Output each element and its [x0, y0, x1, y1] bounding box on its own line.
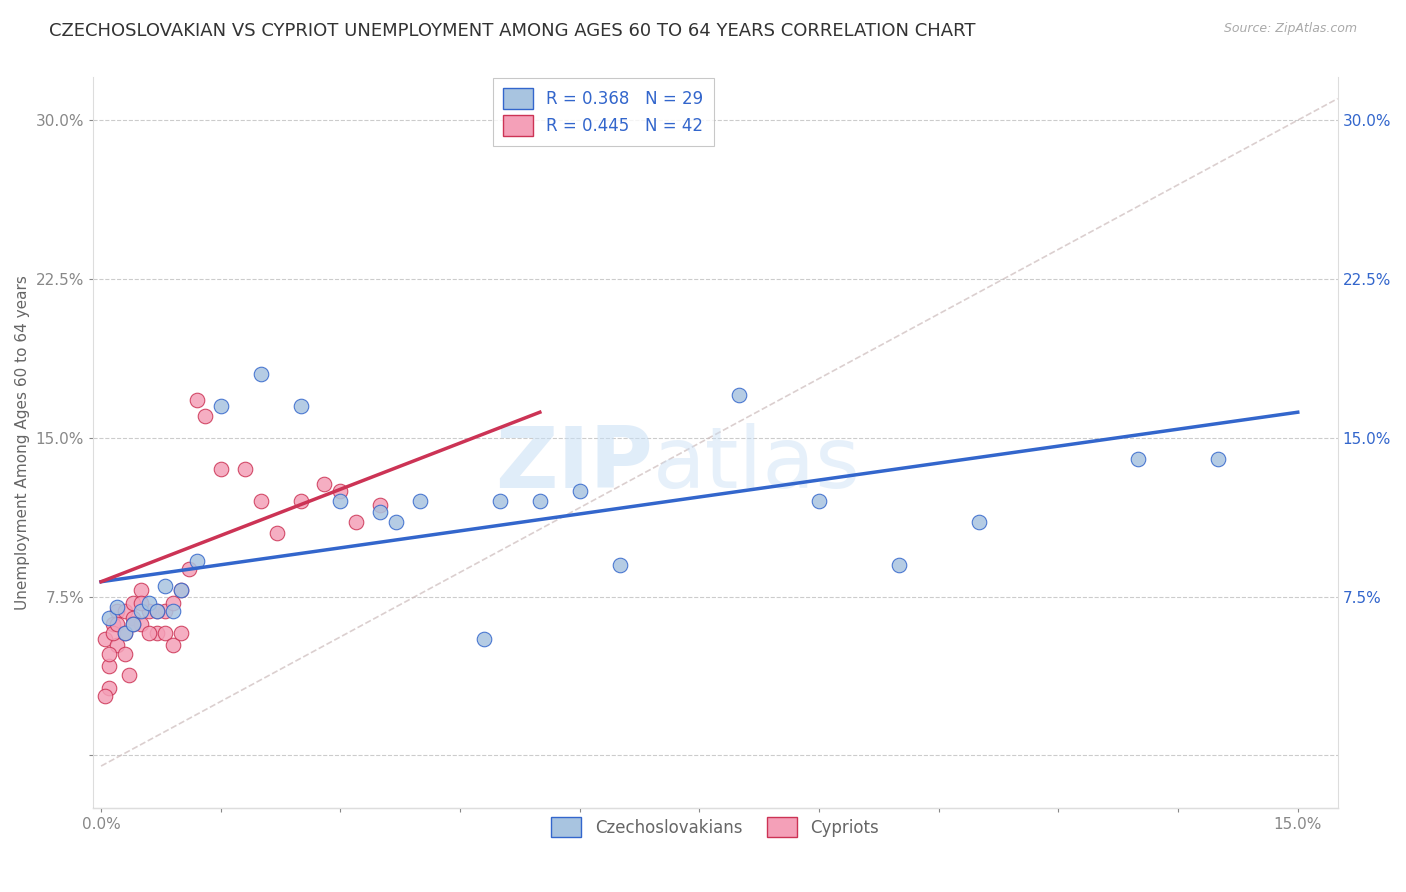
Point	[368, 499, 391, 513]
Point	[568, 483, 591, 498]
Point	[146, 625, 169, 640]
Point	[105, 600, 128, 615]
Point	[146, 604, 169, 618]
Point	[529, 494, 551, 508]
Y-axis label: Unemployment Among Ages 60 to 64 years: Unemployment Among Ages 60 to 64 years	[15, 276, 30, 610]
Point	[138, 625, 160, 640]
Point	[290, 494, 312, 508]
Point	[162, 604, 184, 618]
Point	[609, 558, 631, 572]
Point	[122, 611, 145, 625]
Point	[186, 553, 208, 567]
Point	[105, 604, 128, 618]
Point	[153, 625, 176, 640]
Point	[101, 625, 124, 640]
Point	[105, 617, 128, 632]
Point	[329, 483, 352, 498]
Point	[808, 494, 831, 508]
Point	[114, 647, 136, 661]
Point	[329, 494, 352, 508]
Point	[153, 604, 176, 618]
Point	[129, 604, 152, 618]
Point	[385, 516, 408, 530]
Point	[887, 558, 910, 572]
Point	[314, 477, 336, 491]
Point	[114, 604, 136, 618]
Point	[98, 659, 121, 673]
Legend: Czechoslovakians, Cypriots: Czechoslovakians, Cypriots	[544, 810, 886, 844]
Point	[146, 604, 169, 618]
Point	[1128, 451, 1150, 466]
Point	[209, 462, 232, 476]
Text: CZECHOSLOVAKIAN VS CYPRIOT UNEMPLOYMENT AMONG AGES 60 TO 64 YEARS CORRELATION CH: CZECHOSLOVAKIAN VS CYPRIOT UNEMPLOYMENT …	[49, 22, 976, 40]
Point	[98, 681, 121, 695]
Point	[98, 611, 121, 625]
Point	[194, 409, 217, 424]
Point	[138, 596, 160, 610]
Point	[162, 596, 184, 610]
Point	[290, 399, 312, 413]
Point	[344, 516, 367, 530]
Point	[209, 399, 232, 413]
Point	[114, 625, 136, 640]
Point	[1206, 451, 1229, 466]
Point	[129, 583, 152, 598]
Point	[129, 617, 152, 632]
Point	[233, 462, 256, 476]
Point	[177, 562, 200, 576]
Point	[114, 625, 136, 640]
Text: ZIP: ZIP	[495, 424, 654, 507]
Text: Source: ZipAtlas.com: Source: ZipAtlas.com	[1223, 22, 1357, 36]
Point	[170, 625, 193, 640]
Point	[122, 617, 145, 632]
Point	[170, 583, 193, 598]
Point	[266, 526, 288, 541]
Point	[489, 494, 512, 508]
Point	[249, 367, 271, 381]
Text: atlas: atlas	[654, 424, 860, 507]
Point	[105, 638, 128, 652]
Point	[118, 668, 141, 682]
Point	[967, 516, 990, 530]
Point	[98, 647, 121, 661]
Point	[368, 505, 391, 519]
Point	[129, 596, 152, 610]
Point	[249, 494, 271, 508]
Point	[472, 632, 495, 646]
Point	[728, 388, 751, 402]
Point	[409, 494, 432, 508]
Point	[153, 579, 176, 593]
Point	[170, 583, 193, 598]
Point	[122, 617, 145, 632]
Point	[138, 604, 160, 618]
Point	[101, 617, 124, 632]
Point	[122, 596, 145, 610]
Point	[94, 689, 117, 703]
Point	[162, 638, 184, 652]
Point	[186, 392, 208, 407]
Point	[94, 632, 117, 646]
